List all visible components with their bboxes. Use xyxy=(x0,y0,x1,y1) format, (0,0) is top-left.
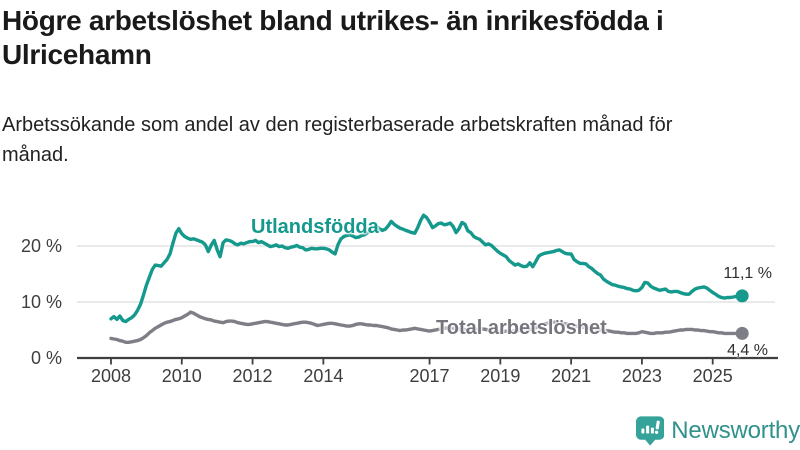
page-title: Högre arbetslöshet bland utrikes- än inr… xyxy=(2,5,664,70)
x-tick-label: 2012 xyxy=(232,366,273,386)
x-tick-label: 2014 xyxy=(303,366,344,386)
x-tick-label: 2021 xyxy=(551,366,592,386)
series-end-dot-1 xyxy=(735,326,749,340)
unemployment-line-chart: Utlandsfödda Total arbetslöshet 11,1 % 4… xyxy=(0,180,800,410)
series-line-0 xyxy=(109,213,744,324)
series-label-utlandsfodda: Utlandsfödda xyxy=(251,216,379,238)
brand-name: Newsworthy xyxy=(671,417,800,444)
series-line-1 xyxy=(109,310,744,344)
x-tick-label: 2019 xyxy=(480,366,521,386)
y-tick-label: 0 % xyxy=(30,348,62,368)
x-tick-label: 2010 xyxy=(161,366,202,386)
x-tick-label: 2023 xyxy=(621,366,662,386)
page-subtitle: Arbetssökande som andel av den registerb… xyxy=(2,114,673,166)
x-tick-label: 2017 xyxy=(409,366,450,386)
x-tick-label: 2025 xyxy=(692,366,733,386)
x-tick-label: 2008 xyxy=(90,366,131,386)
end-value-label-utlandsfodda: 11,1 % xyxy=(723,265,772,282)
y-tick-label: 10 % xyxy=(20,292,62,312)
line-chart-canvas xyxy=(77,213,778,365)
series-end-dot-0 xyxy=(735,289,749,303)
brand-footer: Newsworthy xyxy=(636,412,800,450)
newsworthy-logo-icon xyxy=(636,416,665,446)
end-value-label-total: 4,4 % xyxy=(727,342,768,359)
y-tick-label: 20 % xyxy=(20,236,62,257)
series-label-total-arbetsloshet: Total arbetslöshet xyxy=(436,317,607,339)
